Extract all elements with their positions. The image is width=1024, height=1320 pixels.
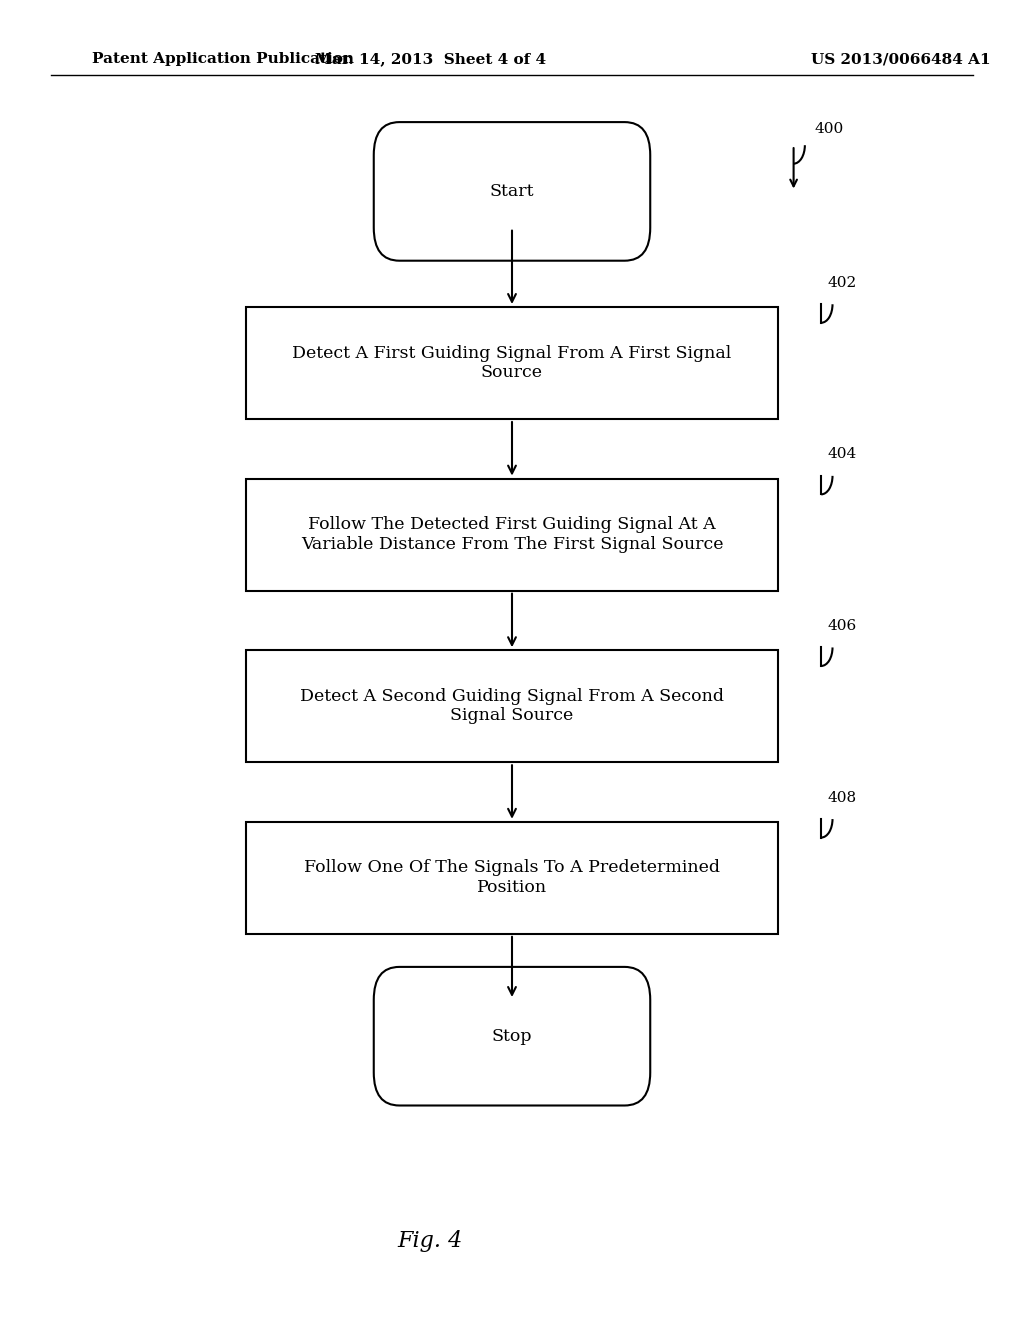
FancyBboxPatch shape (374, 123, 650, 261)
Text: Stop: Stop (492, 1028, 532, 1044)
Text: Fig. 4: Fig. 4 (397, 1230, 463, 1251)
Bar (246, 649, 778, 762)
Text: Follow One Of The Signals To A Predetermined
Position: Follow One Of The Signals To A Predeterm… (304, 859, 720, 896)
Text: 408: 408 (827, 791, 856, 804)
Bar (246, 821, 778, 935)
Text: Start: Start (489, 183, 535, 199)
FancyBboxPatch shape (374, 966, 650, 1106)
Bar (246, 308, 778, 420)
Text: Patent Application Publication: Patent Application Publication (92, 53, 354, 66)
Text: 400: 400 (814, 121, 844, 136)
Text: US 2013/0066484 A1: US 2013/0066484 A1 (811, 53, 991, 66)
Text: Follow The Detected First Guiding Signal At A
Variable Distance From The First S: Follow The Detected First Guiding Signal… (301, 516, 723, 553)
Text: 404: 404 (827, 447, 857, 462)
Text: Detect A First Guiding Signal From A First Signal
Source: Detect A First Guiding Signal From A Fir… (293, 345, 731, 381)
Text: 402: 402 (827, 276, 857, 290)
Text: Detect A Second Guiding Signal From A Second
Signal Source: Detect A Second Guiding Signal From A Se… (300, 688, 724, 725)
Text: 406: 406 (827, 619, 857, 632)
Text: Mar. 14, 2013  Sheet 4 of 4: Mar. 14, 2013 Sheet 4 of 4 (314, 53, 546, 66)
Bar (246, 479, 778, 591)
